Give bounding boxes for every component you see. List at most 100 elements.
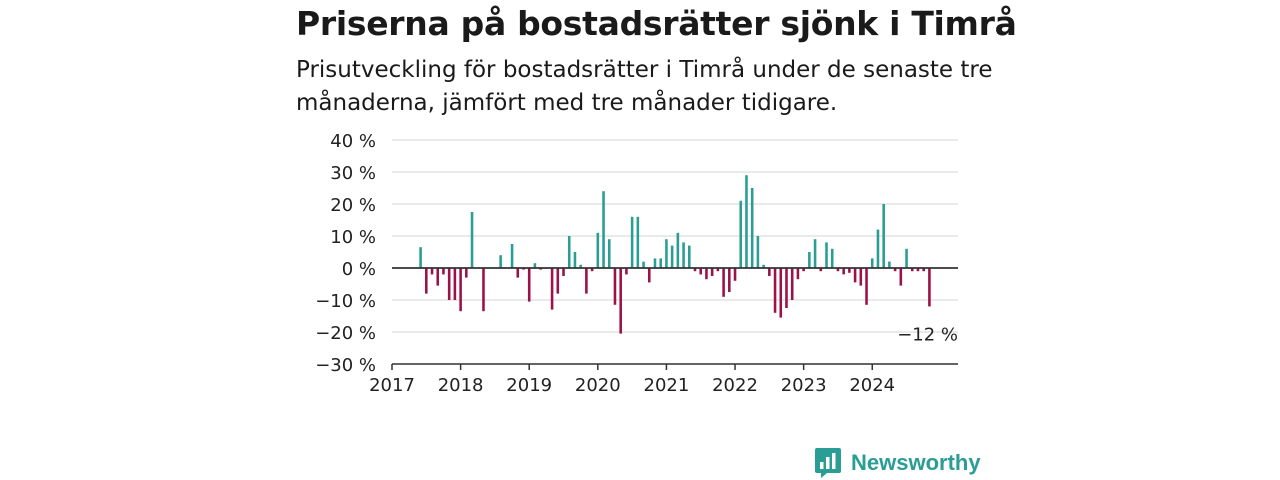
bar <box>916 268 920 272</box>
chart-title: Priserna på bostadsrätter sjönk i Timrå <box>296 4 1017 43</box>
bar <box>602 191 605 268</box>
bar <box>796 268 800 280</box>
brand-logo[interactable]: Newsworthy <box>814 447 981 479</box>
bar <box>733 268 737 281</box>
bar <box>567 236 571 268</box>
bar <box>550 268 554 310</box>
last-value-label: −12 % <box>897 324 958 345</box>
bar <box>470 212 474 268</box>
bar <box>756 236 760 268</box>
bar <box>836 268 840 272</box>
x-tick-label: 2019 <box>506 375 552 396</box>
bar <box>882 204 885 268</box>
bar <box>442 268 445 275</box>
bar <box>688 245 691 268</box>
y-tick-label: 10 % <box>330 227 376 248</box>
x-tick-label: 2021 <box>644 375 690 396</box>
bar <box>510 244 514 268</box>
bar <box>922 268 925 272</box>
newsworthy-logo-icon <box>815 448 841 478</box>
y-tick-label: −10 % <box>315 291 376 312</box>
bar <box>613 268 617 305</box>
bar <box>928 268 931 307</box>
bar <box>722 268 725 297</box>
bar <box>808 252 811 268</box>
bar <box>802 268 805 272</box>
bar <box>773 268 777 313</box>
bar <box>482 268 485 312</box>
bar <box>910 268 914 272</box>
bar <box>899 268 903 286</box>
x-tick-label: 2017 <box>369 375 415 396</box>
bar <box>853 268 857 283</box>
y-tick-label: 0 % <box>342 259 376 280</box>
x-tick-label: 2022 <box>712 375 758 396</box>
bar <box>905 248 908 268</box>
bar <box>670 245 674 268</box>
bar <box>459 268 462 312</box>
x-tick-label: 2020 <box>575 375 621 396</box>
bar <box>579 264 582 268</box>
bar <box>665 239 668 268</box>
bar <box>625 268 628 275</box>
bar <box>425 268 428 294</box>
bar <box>699 268 703 275</box>
bar <box>870 258 874 268</box>
bar <box>682 242 685 268</box>
bar <box>888 261 891 268</box>
bar <box>585 268 588 294</box>
bar <box>676 232 680 268</box>
bar <box>762 264 765 268</box>
y-tick-label: −30 % <box>315 355 376 376</box>
bar <box>779 268 783 318</box>
bar <box>527 268 531 302</box>
bar <box>745 175 748 268</box>
bar <box>693 268 697 272</box>
bar <box>533 263 537 268</box>
y-tick-label: 30 % <box>330 163 376 184</box>
bar <box>830 248 834 268</box>
bar <box>419 247 422 268</box>
bar <box>499 255 502 268</box>
bar <box>573 252 577 268</box>
bar <box>842 268 845 275</box>
bar <box>728 268 731 292</box>
bar <box>790 268 794 300</box>
price-change-chart: 40 % 30 % 20 % 10 % 0 % −10 % −20 % −30 %2017 20… <box>315 131 958 396</box>
bar <box>447 268 451 300</box>
bar <box>636 216 640 268</box>
brand-name: Newsworthy <box>851 450 981 475</box>
y-tick-label: 20 % <box>330 195 376 216</box>
bar <box>893 268 897 272</box>
bar <box>710 268 714 276</box>
bar <box>768 268 771 276</box>
bar <box>590 268 594 272</box>
bar <box>642 261 645 268</box>
bar <box>436 268 440 286</box>
bar <box>465 268 468 278</box>
bar <box>430 268 434 275</box>
x-tick-label: 2018 <box>438 375 484 396</box>
bar <box>819 268 823 272</box>
bar <box>716 268 720 272</box>
bar <box>750 188 754 268</box>
bar <box>848 268 851 273</box>
bar <box>619 268 622 334</box>
bar <box>739 200 743 268</box>
bar <box>630 216 634 268</box>
bar <box>859 268 863 286</box>
y-tick-label: 40 % <box>330 131 376 152</box>
bar <box>607 239 611 268</box>
x-tick-label: 2023 <box>781 375 827 396</box>
bar <box>647 268 651 283</box>
bar <box>865 268 868 305</box>
bar <box>556 268 560 294</box>
bar <box>562 268 565 276</box>
bar <box>876 229 880 268</box>
y-tick-label: −20 % <box>315 323 376 344</box>
bar <box>659 258 662 268</box>
bar <box>825 242 828 268</box>
bar <box>785 268 788 308</box>
x-tick-label: 2024 <box>849 375 895 396</box>
bar <box>813 239 817 268</box>
